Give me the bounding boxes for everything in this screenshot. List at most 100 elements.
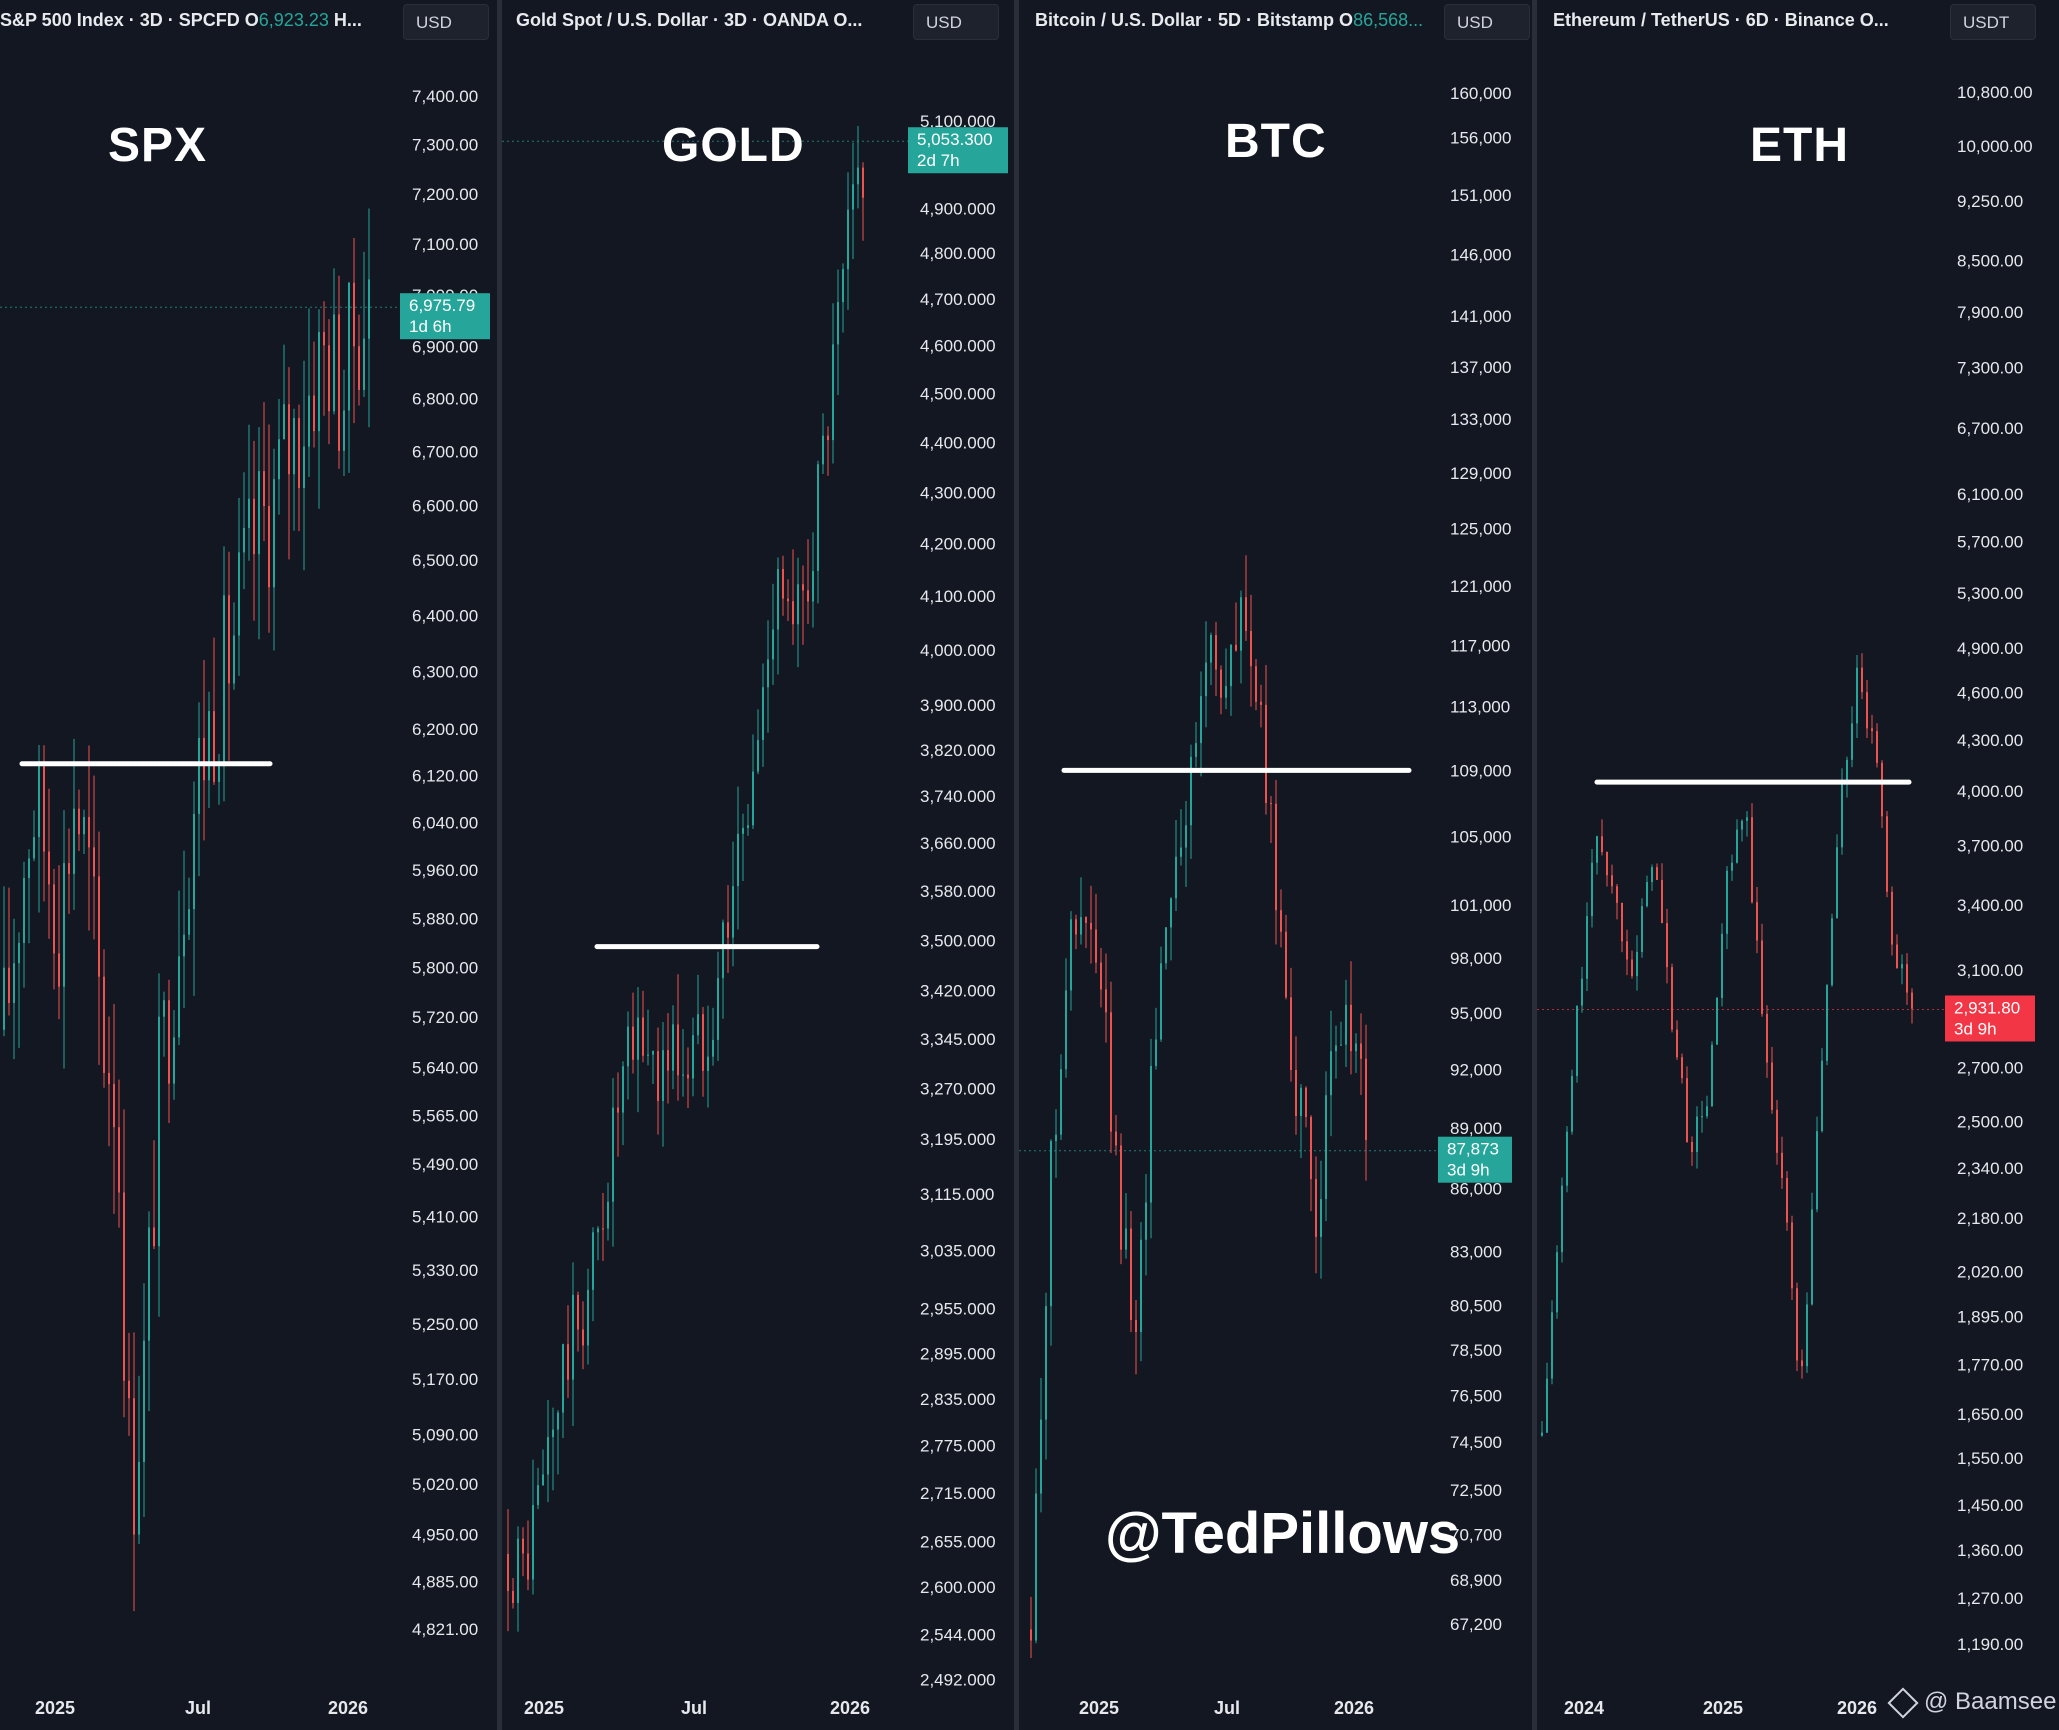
candle-body (283, 404, 285, 440)
candle-body (1230, 644, 1232, 687)
gold-symbol-header[interactable]: Gold Spot / U.S. Dollar · 3D · OANDA O..… (516, 10, 862, 31)
spx-symbol-header[interactable]: S&P 500 Index · 3D · SPCFD O6,923.23 H..… (0, 10, 362, 31)
y-tick-label: 4,200.000 (920, 535, 996, 554)
candle-body (1606, 851, 1608, 876)
panel-divider[interactable] (1532, 0, 1537, 1730)
y-tick-label: 6,300.00 (412, 663, 478, 682)
y-tick-label: 3,100.00 (1957, 961, 2023, 980)
candle-body (637, 1017, 639, 1060)
btc-symbol: Bitcoin / U.S. Dollar · 5D · Bitstamp (1035, 10, 1335, 30)
candle-body (1791, 1222, 1793, 1289)
y-tick-label: 5,090.00 (412, 1426, 478, 1445)
candle-body (63, 863, 65, 987)
candle-body (767, 659, 769, 688)
candle-body (627, 1026, 629, 1067)
btc-open-prefix: O (1339, 10, 1354, 30)
candle-body (1280, 910, 1282, 932)
candle-body (1320, 1199, 1322, 1237)
candle-body (53, 884, 55, 954)
author-watermark: @TedPillows (1105, 1501, 1461, 1566)
candle-body (118, 1127, 120, 1193)
candle-body (577, 1294, 579, 1330)
btc-currency-button[interactable]: USD (1444, 4, 1530, 40)
y-tick-label: 7,900.00 (1957, 303, 2023, 322)
candle-body (572, 1294, 574, 1380)
candle-body (612, 1107, 614, 1202)
candle-body (193, 813, 195, 910)
gold-panel[interactable]: 5,100.000 4,900.000 4,800.000 4,700.000 4,60… (502, 0, 1014, 1730)
btc-symbol-header[interactable]: Bitcoin / U.S. Dollar · 5D · Bitstamp O8… (1035, 10, 1423, 31)
candle-body (1761, 940, 1763, 1014)
y-tick-label: 137,000 (1450, 358, 1511, 377)
candle-body (1335, 1045, 1337, 1052)
gold-chart[interactable]: 5,100.000 4,900.000 4,800.000 4,700.000 4,60… (502, 0, 1014, 1730)
candle-body (1631, 959, 1633, 977)
candle-body (1821, 1060, 1823, 1132)
y-tick-label: 10,800.00 (1957, 83, 2033, 102)
btc-chart[interactable]: 160,000 156,000 151,000 146,000 141,000 137,0… (1019, 0, 1532, 1730)
y-tick-label: 4,700.000 (920, 290, 996, 309)
spx-panel[interactable]: 7,400.007,300.007,200.007,100.007,000.00… (0, 0, 497, 1730)
candle-body (747, 825, 749, 828)
candle-body (772, 629, 774, 660)
candle-body (1080, 917, 1082, 935)
x-tick-label: 2026 (328, 1698, 368, 1718)
y-tick-label: 3,820.000 (920, 741, 996, 760)
y-tick-label: 68,900 (1450, 1571, 1502, 1590)
panel-divider[interactable] (497, 0, 502, 1730)
candle-body (1766, 1013, 1768, 1063)
y-tick-label: 125,000 (1450, 520, 1511, 539)
y-tick-label: 5,250.00 (412, 1315, 478, 1334)
y-tick-label: 160,000 (1450, 84, 1511, 103)
candle-body (1225, 686, 1227, 698)
eth-currency-button[interactable]: USDT (1950, 4, 2036, 40)
x-tick-label: 2025 (524, 1698, 564, 1718)
candle-body (1315, 1179, 1317, 1237)
candle-body (1861, 667, 1863, 693)
y-tick-label: 7,100.00 (412, 235, 478, 254)
y-tick-label: 2,655.000 (920, 1533, 996, 1552)
candle-body (343, 410, 345, 451)
gold-currency-button[interactable]: USD (913, 4, 999, 40)
y-tick-label: 113,000 (1450, 698, 1510, 717)
candle-body (672, 1024, 674, 1071)
candle-body (552, 1429, 554, 1438)
candle-body (158, 1016, 160, 1247)
candle-body (1646, 882, 1648, 907)
spx-chart[interactable]: 7,400.007,300.007,200.007,100.007,000.00… (0, 0, 497, 1730)
eth-panel[interactable]: 10,800.00 10,000.00 9,250.00 8,500.00 7,900.… (1537, 0, 2059, 1730)
candle-body (587, 1289, 589, 1346)
btc-panel[interactable]: 160,000 156,000 151,000 146,000 141,000 137,0… (1019, 0, 1532, 1730)
y-tick-label: 5,800.00 (412, 959, 478, 978)
candle-body (1030, 1629, 1032, 1641)
candle-body (1641, 906, 1643, 952)
candle-body (338, 314, 340, 451)
candle-body (1686, 1078, 1688, 1142)
candle-body (1816, 1131, 1818, 1210)
y-tick-label: 101,000 (1450, 896, 1511, 915)
candle-body (1090, 922, 1092, 930)
panel-divider[interactable] (1014, 0, 1019, 1730)
y-tick-label: 67,200 (1450, 1615, 1502, 1634)
y-tick-label: 4,800.000 (920, 244, 996, 263)
candle-body (597, 1228, 599, 1233)
spx-currency-button[interactable]: USD (403, 4, 489, 40)
candle-body (1215, 635, 1217, 670)
candle-body (88, 817, 90, 848)
x-tick-label: 2026 (1334, 1698, 1374, 1718)
y-tick-label: 4,300.000 (920, 483, 996, 502)
y-tick-label: 3,195.000 (920, 1130, 996, 1149)
y-tick-label: 1,550.00 (1957, 1449, 2023, 1468)
candle-body (712, 1039, 714, 1057)
y-tick-label: 4,400.000 (920, 433, 996, 452)
candle-body (1295, 1069, 1297, 1116)
candle-body (248, 498, 250, 528)
candle-body (547, 1437, 549, 1475)
price-label-countdown: 2d 7h (917, 151, 960, 170)
candle-body (258, 471, 260, 555)
eth-chart[interactable]: 10,800.00 10,000.00 9,250.00 8,500.00 7,900.… (1537, 0, 2059, 1730)
y-tick-label: 109,000 (1450, 761, 1511, 780)
eth-symbol-header[interactable]: Ethereum / TetherUS · 6D · Binance O... (1553, 10, 1889, 31)
candle-body (1801, 1360, 1803, 1367)
